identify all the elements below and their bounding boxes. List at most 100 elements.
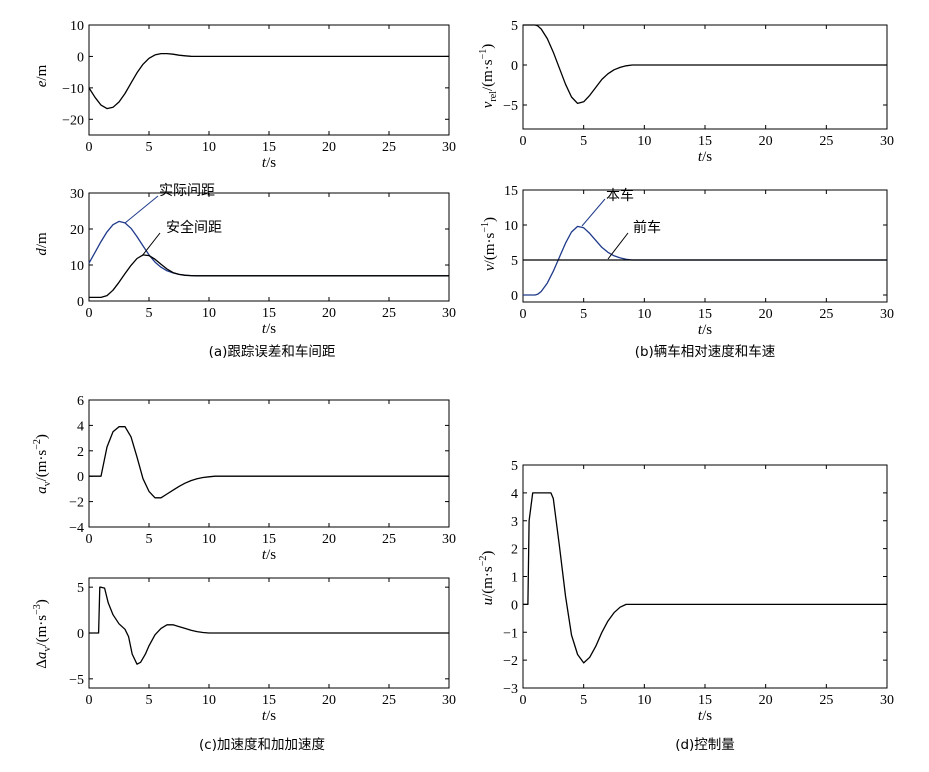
x-axis-label: t/s xyxy=(262,547,276,563)
y-tick-label: −5 xyxy=(69,673,84,688)
x-tick-label: 0 xyxy=(520,134,527,149)
x-tick-label: 10 xyxy=(202,140,216,155)
x-tick-label: 0 xyxy=(86,140,93,155)
ylabel-a: av/(m·s−2) xyxy=(32,434,53,494)
x-tick-label: 15 xyxy=(698,693,712,708)
annotation-lead-car: 前车 xyxy=(607,219,661,260)
x-tick-label: 10 xyxy=(202,306,216,321)
y-tick-label: 5 xyxy=(77,581,84,596)
subplot-vrel: 0 5 10 15 20 25 30 −5 0 5 t/s xyxy=(503,19,894,165)
y-tick-label: −3 xyxy=(503,682,518,697)
x-tick-label: 30 xyxy=(880,307,894,322)
x-tick-label: 20 xyxy=(759,307,773,322)
y-tick-label: −20 xyxy=(62,113,84,128)
svg-text:安全间距: 安全间距 xyxy=(166,219,222,236)
x-tick-label: 15 xyxy=(262,306,276,321)
plot-frame xyxy=(88,399,450,528)
y-tick-label: 5 xyxy=(511,19,518,34)
x-tick-label: 10 xyxy=(637,693,651,708)
y-tick-label: −2 xyxy=(69,496,84,511)
plot-frame xyxy=(522,189,888,303)
y-tick-label: 6 xyxy=(77,394,84,409)
y-tick-label: −4 xyxy=(69,521,84,536)
y-tick-label: 2 xyxy=(77,445,84,460)
x-tick-label: 25 xyxy=(819,134,833,149)
x-tick-label: 20 xyxy=(322,306,336,321)
svg-text:本车: 本车 xyxy=(606,187,634,204)
annotation-actual-gap: 实际间距 xyxy=(124,183,215,224)
x-tick-label: 25 xyxy=(382,140,396,155)
series-line-0 xyxy=(88,220,449,277)
x-tick-label: 15 xyxy=(262,693,276,708)
y-tick-label: 10 xyxy=(70,19,84,34)
series-line-0 xyxy=(89,586,449,665)
plot-frame xyxy=(88,24,450,136)
y-tick-label: 4 xyxy=(511,487,518,502)
y-tick-label: 5 xyxy=(511,254,518,269)
x-tick-label: 30 xyxy=(880,693,894,708)
svg-text:e/m: e/m xyxy=(34,64,50,87)
y-tick-label: 0 xyxy=(77,50,84,65)
ylabel-v: v/(m·s−1) xyxy=(480,217,498,271)
x-tick-label: 5 xyxy=(146,532,153,547)
annotation-safe-gap: 安全间距 xyxy=(141,219,222,257)
x-tick-label: 10 xyxy=(637,307,651,322)
subplot-d: 0 5 10 15 20 25 30 0 10 20 30 t/s xyxy=(70,187,456,337)
y-tick-label: 10 xyxy=(504,219,518,234)
ylabel-vrel: vrel/(m·s−1) xyxy=(478,44,499,109)
subplot-e: 0 5 10 15 20 25 30 −20 −10 0 10 t/s xyxy=(62,19,456,171)
series-line-0 xyxy=(88,52,449,110)
caption-a: (a)跟踪误差和车间距 xyxy=(209,343,336,360)
y-tick-label: 0 xyxy=(77,470,84,485)
x-tick-label: 30 xyxy=(442,306,456,321)
annotation-own-car: 本车 xyxy=(581,187,634,227)
x-tick-label: 10 xyxy=(202,532,216,547)
y-tick-label: 0 xyxy=(511,59,518,74)
x-axis-label: t/s xyxy=(262,155,276,171)
x-axis-label: t/s xyxy=(698,708,712,724)
x-tick-label: 25 xyxy=(819,693,833,708)
x-tick-label: 25 xyxy=(382,532,396,547)
y-tick-label: 3 xyxy=(511,515,518,530)
y-tick-label: −10 xyxy=(62,82,84,97)
y-tick-label: 20 xyxy=(70,223,84,238)
caption-d: (d)控制量 xyxy=(675,737,735,753)
series-line-0 xyxy=(89,426,449,499)
x-tick-label: 25 xyxy=(382,693,396,708)
y-tick-label: −5 xyxy=(503,99,518,114)
y-tick-label: −1 xyxy=(503,626,518,641)
svg-text:av/(m·s−2): av/(m·s−2) xyxy=(32,434,53,494)
subplot-a: 0 5 10 15 20 25 30 −4 −2 0 2 4 6 t/s xyxy=(69,394,456,563)
x-tick-label: 5 xyxy=(580,134,587,149)
y-tick-label: 5 xyxy=(511,459,518,474)
y-tick-label: 0 xyxy=(511,289,518,304)
svg-text:u/(m·s−2): u/(m·s−2) xyxy=(478,551,496,606)
y-tick-label: 0 xyxy=(511,598,518,613)
caption-b: (b)辆车相对速度和车速 xyxy=(635,343,776,360)
x-tick-label: 5 xyxy=(580,307,587,322)
x-tick-label: 25 xyxy=(382,306,396,321)
plot-frame xyxy=(522,24,888,130)
x-axis-label: t/s xyxy=(698,322,712,338)
y-tick-label: −2 xyxy=(503,654,518,669)
x-tick-label: 25 xyxy=(819,307,833,322)
x-tick-label: 5 xyxy=(146,140,153,155)
y-tick-label: 30 xyxy=(70,187,84,202)
x-axis-label: t/s xyxy=(698,149,712,165)
subplot-u: 0 5 10 15 20 25 30 −3 −2 −1 0 1 2 3 4 5 t/s xyxy=(503,459,894,724)
x-tick-label: 15 xyxy=(262,140,276,155)
x-tick-label: 20 xyxy=(322,140,336,155)
x-tick-label: 0 xyxy=(520,693,527,708)
x-axis-label: t/s xyxy=(262,708,276,724)
svg-text:v/(m·s−1): v/(m·s−1) xyxy=(480,217,498,271)
x-tick-label: 0 xyxy=(520,307,527,322)
svg-text:实际间距: 实际间距 xyxy=(159,183,215,199)
caption-c: (c)加速度和加加速度 xyxy=(199,737,325,753)
x-tick-label: 0 xyxy=(86,532,93,547)
y-tick-label: 1 xyxy=(511,571,518,586)
x-tick-label: 5 xyxy=(146,306,153,321)
x-tick-label: 10 xyxy=(202,693,216,708)
